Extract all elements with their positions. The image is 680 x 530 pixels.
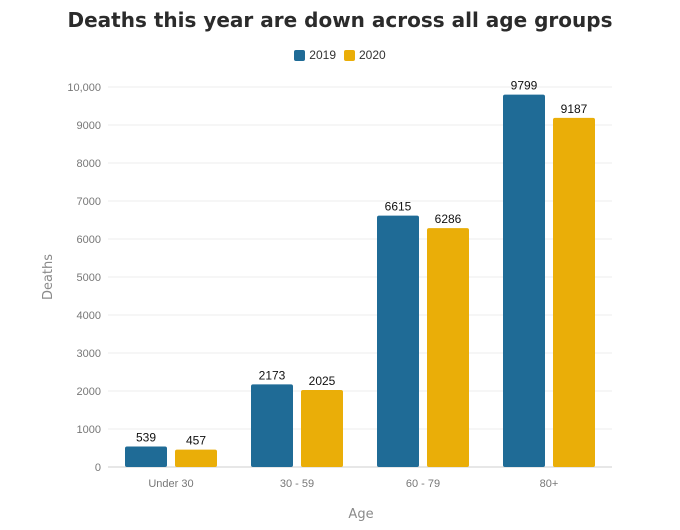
bar-2019-3[interactable] [503, 94, 545, 467]
data-label-2019-3: 9799 [511, 79, 538, 93]
legend-label-2019: 2019 [309, 48, 336, 62]
legend-label-2020: 2020 [359, 48, 386, 62]
data-label-2019-0: 539 [136, 431, 156, 445]
x-tick-label: Under 30 [148, 478, 193, 490]
y-axis-label: Deaths [41, 254, 56, 300]
y-tick-label: 9000 [77, 120, 101, 132]
y-tick-label: 7000 [77, 196, 101, 208]
bar-2020-0[interactable] [175, 449, 217, 467]
y-tick-label: 0 [95, 462, 101, 474]
data-label-2020-1: 2025 [309, 374, 336, 388]
legend-item-2019[interactable]: 2019 [294, 48, 336, 62]
legend-swatch-2019 [294, 49, 306, 61]
y-tick-label: 2000 [77, 386, 101, 398]
y-tick-label: 5000 [77, 272, 101, 284]
y-tick-label: 1000 [77, 424, 101, 436]
data-label-2020-2: 6286 [435, 212, 462, 226]
legend: 2019 2020 [0, 48, 680, 62]
bars: 539 457 2173 2025 6615 6286 9799 9187 [125, 79, 595, 468]
y-tick-label: 4000 [77, 310, 101, 322]
data-label-2020-3: 9187 [561, 102, 588, 116]
chart-title: Deaths this year are down across all age… [67, 8, 613, 32]
legend-item-2020[interactable]: 2020 [344, 48, 386, 62]
bar-2020-2[interactable] [427, 228, 469, 467]
x-tick-label: 80+ [540, 478, 559, 490]
x-tick-label: 30 - 59 [280, 478, 314, 490]
bar-2019-1[interactable] [251, 384, 293, 467]
x-tick-label: 60 - 79 [406, 478, 440, 490]
data-label-2019-2: 6615 [385, 200, 412, 214]
y-tick-label: 8000 [77, 158, 101, 170]
legend-swatch-2020 [344, 49, 355, 61]
y-tick-label: 3000 [77, 348, 101, 360]
y-tick-label: 10,000 [67, 82, 101, 94]
bar-2020-1[interactable] [301, 390, 343, 467]
bar-2020-3[interactable] [553, 117, 595, 468]
bar-2019-2[interactable] [377, 215, 419, 467]
x-axis-label: Age [348, 507, 373, 522]
data-label-2019-1: 2173 [259, 368, 286, 382]
y-axis-ticks: 0 1000 2000 3000 4000 5000 6000 7000 8000 9000 10,… [67, 82, 101, 474]
bar-2019-0[interactable] [125, 446, 167, 467]
x-axis-ticks: Under 30 30 - 59 60 - 79 80+ [148, 478, 558, 490]
data-label-2020-0: 457 [186, 434, 206, 448]
y-tick-label: 6000 [77, 234, 101, 246]
